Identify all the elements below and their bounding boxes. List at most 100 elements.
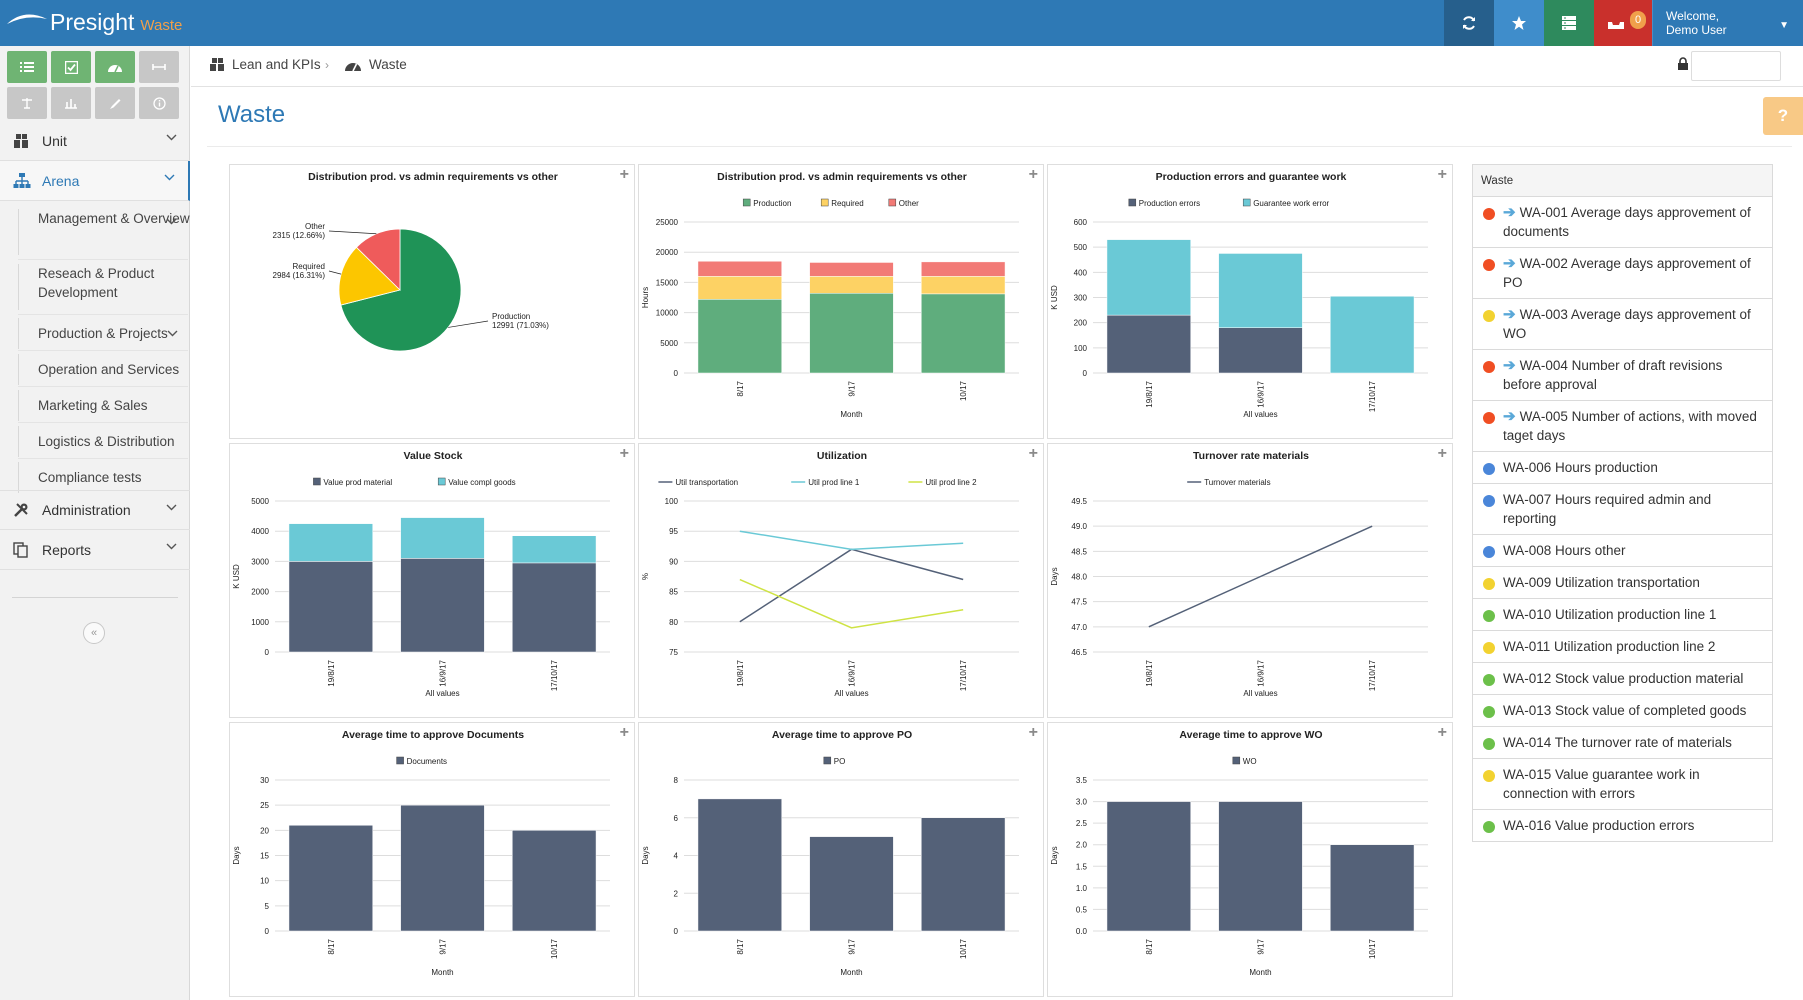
bar — [400, 804, 485, 932]
breadcrumb-parent[interactable]: Lean and KPIs — [209, 57, 321, 72]
pie-slice — [355, 228, 401, 291]
collapse-sidebar-button[interactable]: « — [83, 622, 105, 644]
help-button[interactable]: ? — [1763, 97, 1803, 135]
waste-list-item[interactable]: WA-014 The turnover rate of materials — [1473, 727, 1772, 759]
y-axis-label: Days — [232, 846, 241, 864]
trend-arrow-icon: ➔ — [1503, 408, 1516, 425]
expand-plus-icon[interactable]: + — [1028, 724, 1038, 741]
x-tick-label: 19/8/17 — [1145, 380, 1154, 407]
waste-list-item[interactable]: WA-012 Stock value production material — [1473, 663, 1772, 695]
y-tick-label: 100 — [665, 497, 679, 506]
x-tick-label: 16/9/17 — [1257, 659, 1266, 686]
waste-list-item[interactable]: WA-013 Stock value of completed goods — [1473, 695, 1772, 727]
expand-plus-icon[interactable]: + — [1437, 724, 1447, 741]
waste-list-item[interactable]: ➔ WA-004 Number of draft revisions before… — [1473, 350, 1772, 401]
waste-list-item[interactable]: WA-009 Utilization transportation — [1473, 567, 1772, 599]
bar — [512, 535, 597, 564]
waste-list-item[interactable]: WA-016 Value production errors — [1473, 810, 1772, 842]
database-button[interactable] — [1544, 0, 1594, 46]
sidebar-item-label: Administration — [42, 502, 131, 518]
app-module: Waste — [140, 17, 183, 34]
y-tick-label: 500 — [1074, 243, 1088, 252]
user-menu[interactable]: Welcome, Demo User ▼ — [1652, 0, 1803, 46]
question-icon: ? — [1777, 106, 1789, 125]
sidebar-subitem-marketing[interactable]: Marketing & Sales — [18, 390, 190, 421]
chart-panel-utilization: Utilization Util transportation Util prod … — [638, 443, 1044, 718]
star-icon — [1512, 16, 1526, 30]
waste-list-item[interactable]: WA-008 Hours other — [1473, 535, 1772, 567]
status-dot-icon — [1483, 495, 1495, 507]
waste-list-item[interactable]: WA-006 Hours production — [1473, 452, 1772, 484]
expand-plus-icon[interactable]: + — [1028, 166, 1038, 183]
sidebar-item-arena[interactable]: Arena — [0, 161, 190, 201]
y-tick-label: 1.0 — [1076, 884, 1088, 893]
waste-item-label: WA-014 The turnover rate of materials — [1503, 735, 1732, 750]
expand-plus-icon[interactable]: + — [1028, 445, 1038, 462]
notification-count-badge: 0 — [1630, 11, 1646, 29]
dashboard-icon — [108, 65, 122, 73]
x-tick-label: 16/9/17 — [1257, 380, 1266, 407]
waste-item-label: WA-001 Average days approvement of docum… — [1503, 205, 1751, 239]
waste-list-item[interactable]: WA-007 Hours required admin and reportin… — [1473, 484, 1772, 535]
status-dot-icon — [1483, 412, 1495, 424]
chart-button[interactable] — [51, 87, 91, 119]
line-chart: Utilization Util transportation Util prod … — [641, 450, 1019, 698]
sidebar-subitem-logistics[interactable]: Logistics & Distribution — [18, 426, 190, 457]
stacked-bar-chart: Production errors and guarantee work Prod… — [1050, 171, 1428, 419]
waste-list-item[interactable]: ➔ WA-002 Average days approvement of PO — [1473, 248, 1772, 299]
sidebar-item-reports[interactable]: Reports — [0, 530, 190, 570]
sidebar-item-administration[interactable]: Administration — [0, 490, 190, 530]
expand-plus-icon[interactable]: + — [619, 724, 629, 741]
expand-plus-icon[interactable]: + — [619, 445, 629, 462]
x-tick-label: 10/17 — [959, 938, 968, 959]
sidebar-item-unit[interactable]: Unit — [0, 121, 190, 161]
sidebar-item-label: Arena — [42, 172, 80, 189]
notifications-button[interactable]: 0 — [1594, 0, 1652, 46]
sidebar-subitem-production[interactable]: Production & Projects — [18, 318, 190, 349]
x-tick-label: 17/10/17 — [1368, 659, 1377, 691]
bar — [512, 562, 597, 653]
breadcrumb: Lean and KPIs › Waste — [191, 46, 1803, 87]
favorites-button[interactable] — [1494, 0, 1544, 46]
waste-list-item[interactable]: ➔ WA-005 Number of actions, with moved ta… — [1473, 401, 1772, 452]
sidebar-subitem-management[interactable]: Management & Overview — [18, 209, 190, 255]
pie-slice-name: Required — [293, 262, 325, 271]
list-view-button[interactable] — [7, 51, 47, 83]
flow-button[interactable] — [139, 51, 179, 83]
sidebar-item-label: Unit — [42, 132, 67, 149]
x-axis-label: All values — [1243, 689, 1277, 698]
refresh-button[interactable] — [1444, 0, 1494, 46]
waste-list-item[interactable]: WA-015 Value guarantee work in connectio… — [1473, 759, 1772, 810]
check-square-icon — [64, 60, 78, 74]
balance-button[interactable] — [7, 87, 47, 119]
expand-plus-icon[interactable]: + — [1437, 445, 1447, 462]
tasks-button[interactable] — [51, 51, 91, 83]
waste-list-item[interactable]: ➔ WA-001 Average days approvement of docu… — [1473, 197, 1772, 248]
waste-list-item[interactable]: ➔ WA-003 Average days approvement of WO — [1473, 299, 1772, 350]
chart-panel-approve-wo: Average time to approve WO WO 3.5 3.0 2.5 2.0… — [1047, 722, 1453, 997]
legend-entry: Required — [831, 199, 863, 208]
waste-list-item[interactable]: WA-011 Utilization production line 2 — [1473, 631, 1772, 663]
sidebar-subitem-operation[interactable]: Operation and Services — [18, 354, 190, 385]
waste-list-item[interactable]: WA-010 Utilization production line 1 — [1473, 599, 1772, 631]
info-button[interactable] — [139, 87, 179, 119]
legend-entry: Production — [753, 199, 791, 208]
expand-plus-icon[interactable]: + — [619, 166, 629, 183]
y-tick-label: 600 — [1074, 218, 1088, 227]
lock-icon[interactable] — [1677, 57, 1689, 71]
y-tick-label: 5000 — [660, 339, 678, 348]
sidebar-subitem-research[interactable]: Reseach & Product Development — [18, 264, 190, 310]
y-tick-label: 95 — [669, 527, 678, 536]
y-tick-label: 1000 — [251, 618, 269, 627]
search-input[interactable] — [1691, 51, 1781, 81]
server-icon — [1562, 16, 1576, 30]
expand-plus-icon[interactable]: + — [1437, 166, 1447, 183]
arrows-icon — [152, 64, 166, 70]
top-bar: Presight Waste 0 Welcome, Demo User ▼ — [0, 0, 1803, 46]
status-dot-icon — [1483, 578, 1495, 590]
dashboard-button[interactable] — [95, 51, 135, 83]
y-tick-label: 49.0 — [1071, 522, 1087, 531]
y-tick-label: 3.0 — [1076, 798, 1088, 807]
sidebar-subitem-compliance[interactable]: Compliance tests — [18, 462, 190, 493]
edit-button[interactable] — [95, 87, 135, 119]
